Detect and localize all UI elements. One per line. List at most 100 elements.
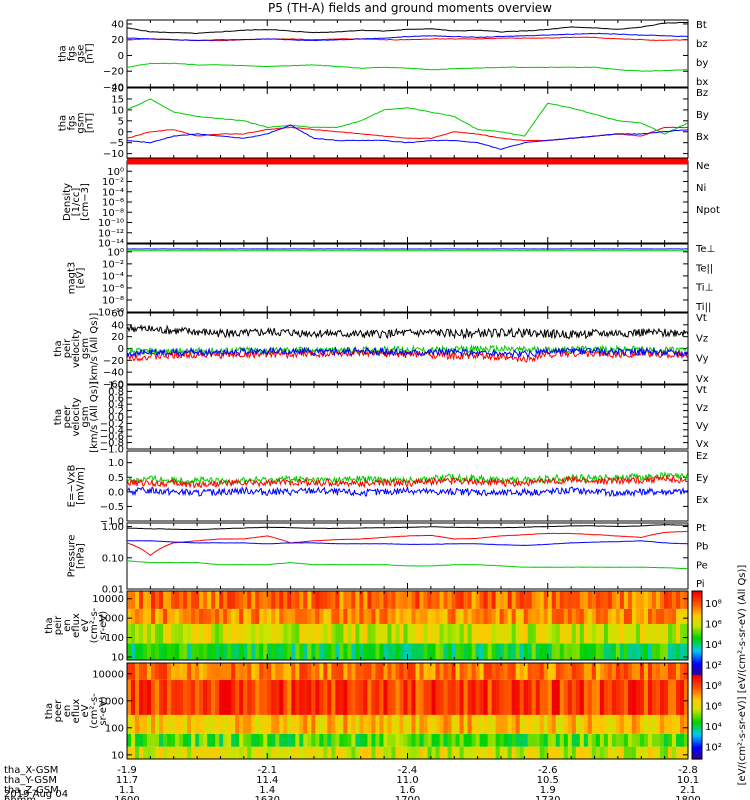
heatmap-cell [179, 746, 184, 759]
heatmap-cell [503, 663, 509, 680]
heatmap-cell [487, 663, 493, 680]
heatmap-cell [407, 608, 413, 624]
heatmap-cell [591, 623, 597, 644]
heatmap-cell [471, 608, 477, 624]
heatmap-cell [211, 679, 216, 715]
heatmap-cell [287, 746, 292, 759]
heatmap-cell [147, 746, 152, 759]
heatmap-cell [395, 643, 401, 660]
heatmap-cell [567, 608, 573, 624]
heatmap-cell [219, 623, 224, 644]
heatmap-cell [523, 591, 529, 609]
heatmap-cell [471, 746, 477, 759]
heatmap-cell [351, 746, 357, 759]
heatmap-cell [467, 714, 473, 734]
heatmap-cell [251, 643, 256, 660]
heatmap-cell [375, 663, 381, 680]
heatmap-cell [279, 746, 284, 759]
heatmap-cell [339, 623, 344, 644]
heatmap-cell [631, 746, 637, 759]
heatmap-cell [259, 608, 264, 624]
heatmap-cell [147, 591, 152, 609]
heatmap-cell [507, 608, 513, 624]
heatmap-cell [391, 733, 397, 747]
heatmap-cell [275, 663, 280, 680]
heatmap-cell [491, 623, 497, 644]
heatmap-cell [351, 733, 357, 747]
heatmap-cell [439, 643, 445, 660]
series-line-By [126, 98, 689, 137]
heatmap-cell [463, 591, 469, 609]
heatmap-cell [539, 714, 545, 734]
heatmap-cell [195, 714, 200, 734]
heatmap-cell [599, 746, 605, 759]
heatmap-cell [395, 733, 401, 747]
heatmap-cell [255, 663, 260, 680]
heatmap-cell [383, 623, 389, 644]
heatmap-cell [227, 679, 232, 715]
heatmap-cell [319, 746, 324, 759]
heatmap-cell [455, 623, 461, 644]
heatmap-cell [239, 591, 244, 609]
colorbar-cell [692, 739, 702, 742]
heatmap-cell [683, 746, 689, 759]
heatmap-cell [211, 714, 216, 734]
heatmap-cell [443, 746, 449, 759]
heatmap-cell [323, 663, 328, 680]
heatmap-cell [531, 663, 537, 680]
colorbar-cell [692, 699, 702, 702]
heatmap-cell [591, 679, 597, 715]
heatmap-cell [275, 608, 280, 624]
heatmap-cell [211, 733, 216, 747]
heatmap-cell [575, 591, 581, 609]
heatmap-cell [523, 679, 529, 715]
heatmap-cell [135, 591, 140, 609]
heatmap-cell [471, 643, 477, 660]
y-tick-label: −10 [103, 149, 124, 160]
heatmap-cell [415, 663, 421, 680]
heatmap-cell [383, 591, 389, 609]
heatmap-cell [651, 714, 657, 734]
y-tick-label: −20 [103, 67, 124, 78]
heatmap-cell [639, 679, 645, 715]
heatmap-cell [167, 623, 172, 644]
heatmap-cell [323, 679, 328, 715]
y-tick-label: −0.4 [100, 425, 124, 436]
colorbar-cell [692, 687, 702, 690]
heatmap-cell [223, 733, 228, 747]
heatmap-cell [387, 623, 393, 644]
legend-entry: Bz [696, 88, 708, 99]
heatmap-cell [367, 663, 373, 680]
colorbar-cell [692, 733, 702, 736]
heatmap-cell [315, 643, 320, 660]
heatmap-cell [419, 679, 425, 715]
y-tick-label: 0.10 [102, 553, 124, 564]
legend-entry: Npot [696, 205, 720, 216]
heatmap-cell [511, 663, 517, 680]
heatmap-cell [167, 663, 172, 680]
heatmap-cell [571, 679, 577, 715]
heatmap-cell [635, 608, 641, 624]
heatmap-cell [423, 733, 429, 747]
heatmap-cell [275, 679, 280, 715]
heatmap-cell [343, 679, 348, 715]
colorbar-cell [692, 707, 702, 710]
heatmap-cell [131, 591, 136, 609]
heatmap-cell [363, 663, 369, 680]
heatmap-cell [323, 733, 328, 747]
y-tick-label: 10⁻⁴ [102, 187, 124, 198]
heatmap-cell [339, 663, 344, 680]
colorbar-cell [692, 709, 702, 712]
colorbar-cell [692, 599, 702, 602]
y-axis-label: [1/cc] [71, 188, 82, 217]
heatmap-cell [679, 679, 685, 715]
heatmap-cell [391, 623, 397, 644]
heatmap-cell [575, 679, 581, 715]
heatmap-cell [659, 733, 665, 747]
heatmap-cell [267, 591, 272, 609]
colorbar-cell [692, 649, 702, 652]
heatmap-cell [499, 679, 505, 715]
heatmap-cell [283, 623, 288, 644]
heatmap-cell [279, 623, 284, 644]
